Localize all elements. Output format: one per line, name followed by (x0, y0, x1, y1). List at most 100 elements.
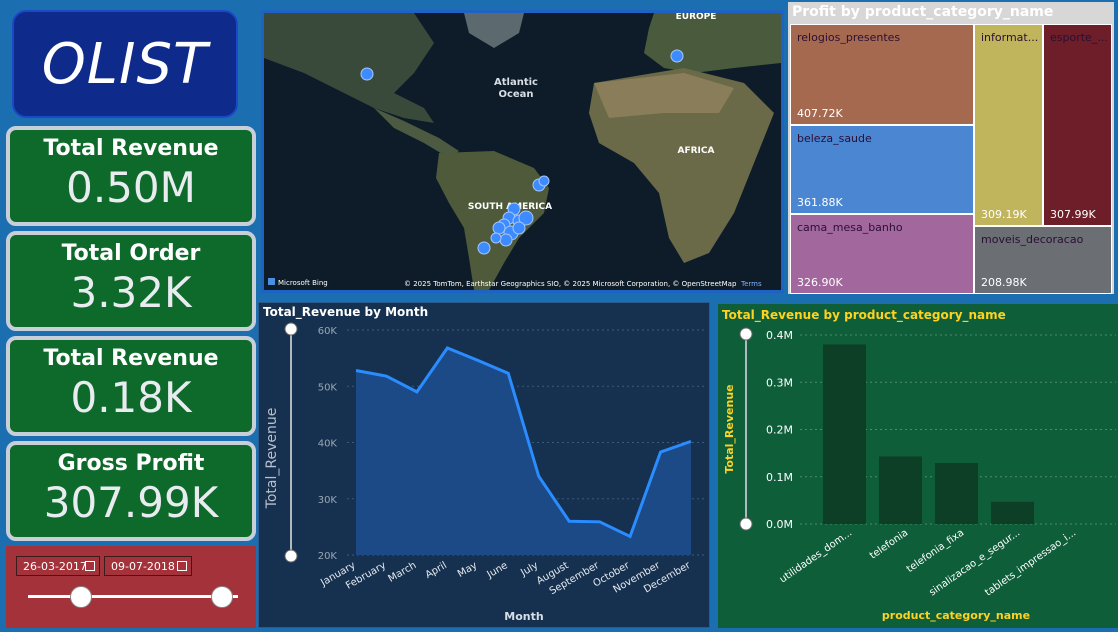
tile-name: beleza_saude (797, 132, 872, 145)
end-date-input[interactable]: 09-07-2018 (104, 556, 192, 576)
bar[interactable] (991, 501, 1034, 524)
map-bubble[interactable] (490, 232, 502, 244)
map-visual[interactable]: Atlantic Ocean EUROPE AFRICA SOUTH AMERI… (261, 10, 784, 293)
treemap-title: Profit by product_category_name (792, 4, 1054, 20)
zoom-slider-handle-top[interactable] (739, 327, 753, 341)
zoom-slider-handle-bottom[interactable] (284, 549, 298, 563)
map-bubble[interactable] (512, 221, 526, 235)
tile-value: 307.99K (1050, 208, 1096, 221)
map-bubble[interactable] (670, 49, 684, 63)
map-label-europe: EUROPE (676, 13, 717, 22)
tile-value: 407.72K (797, 107, 843, 120)
tile-value: 326.90K (797, 276, 843, 289)
map-attribution: © 2025 TomTom, Earthstar Geographics SIO… (404, 280, 737, 288)
map-label-africa: AFRICA (678, 146, 715, 156)
slider-handle-end[interactable] (211, 586, 233, 608)
map-bubble[interactable] (477, 241, 491, 255)
y-tick-label: 0.1M (766, 471, 793, 484)
x-tick-label: utilidades_dom... (778, 527, 854, 585)
revenue-by-month-svg: Total_Revenue by Month Total_Revenue Mon… (263, 305, 707, 623)
bar[interactable] (879, 456, 922, 524)
kpi-value: 3.32K (70, 268, 192, 317)
kpi-card-total-revenue-2: Total Revenue 0.18K (6, 336, 256, 436)
revenue-by-category-svg: Total_Revenue by product_category_name T… (722, 308, 1116, 622)
kpi-card-total-order: Total Order 3.32K (6, 231, 256, 331)
greenland-landmass (464, 13, 524, 48)
bar-chart-ylabel: Total_Revenue (723, 384, 736, 473)
date-slicer: 26-03-2017 09-07-2018 (6, 546, 256, 628)
kpi-value: 307.99K (43, 478, 219, 527)
y-tick-label: 50K (318, 382, 338, 393)
y-tick-label: 0.3M (766, 376, 793, 389)
line-chart-title: Total_Revenue by Month (263, 305, 428, 320)
start-date-text: 26-03-2017 (23, 560, 87, 573)
tile-name: relogios_presentes (797, 31, 901, 44)
treemap-tile-relogios-presentes[interactable]: relogios_presentes 407.72K (790, 24, 974, 125)
map-bubble[interactable] (360, 67, 374, 81)
zoom-slider-handle-top[interactable] (284, 322, 298, 336)
y-tick-label: 0.2M (766, 424, 793, 437)
x-tick-label: tablets_impressao_i... (983, 527, 1078, 598)
x-tick-label: telefonia (868, 527, 910, 561)
bar[interactable] (935, 463, 978, 524)
y-tick-label: 0.0M (766, 518, 793, 531)
tile-name: informat... (981, 31, 1039, 44)
map-label-ocean: Ocean (498, 89, 533, 100)
tile-name: esporte_... (1050, 31, 1108, 44)
africa-landmass (589, 68, 774, 263)
tile-value: 361.88K (797, 196, 843, 209)
map-bubble[interactable] (518, 210, 534, 226)
revenue-area-fill (356, 348, 691, 555)
bing-label: Microsoft Bing (278, 279, 328, 287)
sahara-region (594, 73, 734, 118)
south-america-landmass (436, 151, 549, 290)
map-svg: Atlantic Ocean EUROPE AFRICA SOUTH AMERI… (264, 13, 781, 290)
europe-landmass (644, 13, 781, 73)
map-bubble[interactable] (492, 221, 506, 235)
olist-logo: OLIST (12, 10, 238, 118)
x-tick-label: June (485, 560, 510, 581)
map-bubble[interactable] (538, 175, 550, 187)
x-tick-label: May (456, 560, 479, 580)
treemap-visual: Profit by product_category_name relogios… (788, 2, 1114, 294)
treemap-tile-beleza-saude[interactable]: beleza_saude 361.88K (790, 125, 974, 214)
kpi-label: Total Revenue (43, 136, 219, 161)
start-date-input[interactable]: 26-03-2017 (16, 556, 100, 576)
tile-value: 208.98K (981, 276, 1027, 289)
kpi-card-total-revenue: Total Revenue 0.50M (6, 126, 256, 226)
y-tick-label: 60K (318, 326, 338, 337)
kpi-label: Total Revenue (43, 346, 219, 371)
north-america-landmass (264, 13, 434, 123)
bar[interactable] (823, 344, 866, 524)
kpi-card-gross-profit: Gross Profit 307.99K (6, 441, 256, 541)
bar-chart-xlabel: product_category_name (882, 609, 1030, 622)
calendar-icon[interactable] (85, 561, 95, 571)
map-label-atlantic: Atlantic (494, 77, 538, 88)
kpi-value: 0.50M (66, 163, 196, 212)
map-bubble[interactable] (499, 233, 513, 247)
logo-text: OLIST (41, 31, 209, 97)
tile-name: cama_mesa_banho (797, 221, 903, 234)
treemap-tile-informatica[interactable]: informat... 309.19K (974, 24, 1043, 226)
calendar-icon[interactable] (177, 561, 187, 571)
slider-handle-start[interactable] (70, 586, 92, 608)
central-america-landmass (374, 108, 459, 158)
kpi-label: Total Order (61, 241, 201, 266)
kpi-value: 0.18K (70, 373, 192, 422)
slider-track[interactable] (28, 595, 238, 598)
line-chart-ylabel: Total_Revenue (264, 408, 280, 510)
treemap-tile-moveis-decoracao[interactable]: moveis_decoracao 208.98K (974, 226, 1112, 294)
bing-icon (268, 278, 275, 285)
revenue-line[interactable] (355, 346, 692, 539)
y-tick-label: 40K (318, 439, 338, 450)
kpi-label: Gross Profit (57, 451, 205, 476)
zoom-slider-handle-bottom[interactable] (739, 517, 753, 531)
x-tick-label: sinalizacao_e_segur... (927, 527, 1022, 598)
treemap-tile-cama-mesa-banho[interactable]: cama_mesa_banho 326.90K (790, 214, 974, 294)
revenue-by-month-chart: Total_Revenue by Month Total_Revenue Mon… (258, 302, 710, 628)
tile-name: moveis_decoracao (981, 233, 1084, 246)
x-tick-label: March (387, 560, 419, 585)
revenue-by-category-chart: Total_Revenue by product_category_name T… (718, 304, 1118, 628)
map-terms-link[interactable]: Terms (740, 280, 762, 288)
treemap-tile-esporte[interactable]: esporte_... 307.99K (1043, 24, 1112, 226)
